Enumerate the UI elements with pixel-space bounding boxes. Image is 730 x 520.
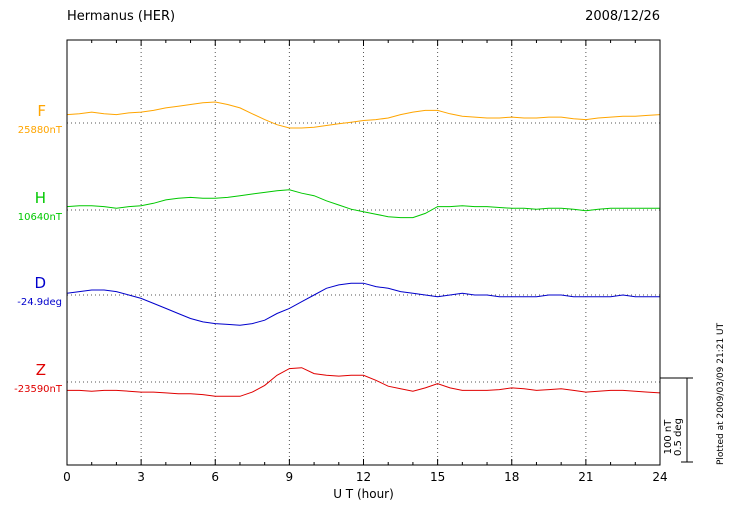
baselines — [67, 122, 660, 383]
x-tick-label: 21 — [578, 470, 593, 484]
series-baseline-Z: -23590nT — [14, 384, 62, 395]
x-tick-label: 12 — [356, 470, 371, 484]
x-axis-title: U T (hour) — [333, 487, 394, 501]
series-name-F: F — [37, 102, 46, 120]
series-name-Z: Z — [35, 361, 46, 379]
series-baseline-H: 10640nT — [17, 212, 62, 223]
axis-ticks — [66, 40, 661, 465]
series-baseline-D: -24.9deg — [17, 297, 62, 308]
date-label: 2008/12/26 — [585, 9, 660, 24]
station-title: Hermanus (HER) — [67, 9, 176, 24]
plotted-at-label: Plotted at 2009/03/09 21:21 UT — [716, 322, 726, 465]
x-tick-labels: 0 3 6 9 12 15 18 21 24 — [63, 470, 667, 484]
gridlines — [140, 40, 587, 465]
x-tick-label: 3 — [137, 470, 145, 484]
x-tick-label: 6 — [211, 470, 219, 484]
series-name-D: D — [34, 274, 46, 292]
x-tick-label: 24 — [652, 470, 667, 484]
x-tick-label: 18 — [504, 470, 519, 484]
scale-bar — [660, 377, 693, 463]
series-baseline-F: 25880nT — [17, 125, 62, 136]
x-tick-label: 9 — [286, 470, 294, 484]
traces — [66, 101, 661, 397]
trace-Z — [67, 367, 661, 397]
scalebar-deg-label: 0.5 deg — [673, 418, 684, 456]
x-tick-label: 15 — [430, 470, 445, 484]
trace-H — [66, 189, 660, 219]
series-name-H: H — [34, 189, 46, 207]
scalebar-label: 100 nT 0.5 deg — [663, 418, 684, 456]
x-tick-label: 0 — [63, 470, 71, 484]
trace-D — [66, 282, 660, 326]
trace-F — [66, 101, 661, 129]
